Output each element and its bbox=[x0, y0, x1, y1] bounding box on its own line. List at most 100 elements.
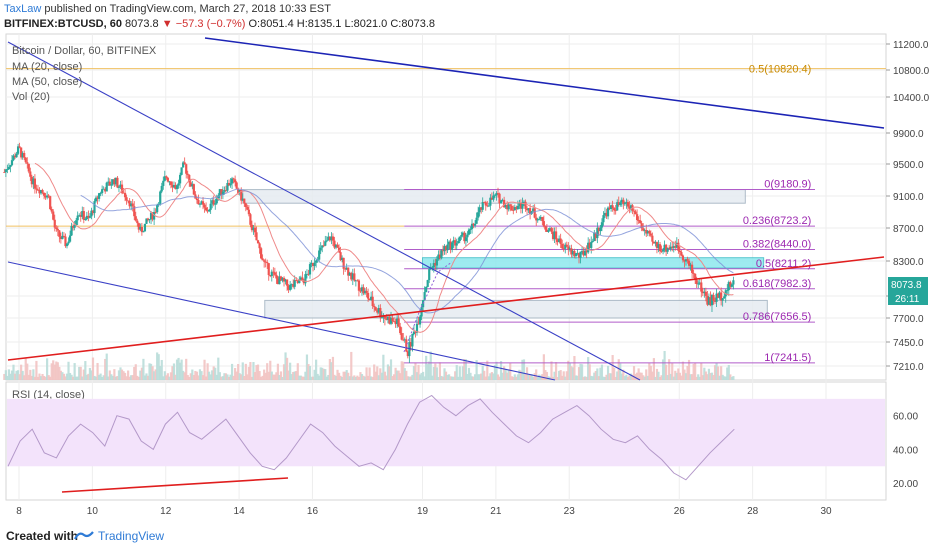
volume-bar bbox=[244, 363, 247, 380]
legend-rsi[interactable]: RSI (14, close) bbox=[12, 389, 85, 401]
candle-body bbox=[3, 172, 6, 173]
candle-body bbox=[44, 195, 47, 198]
rsi-trend-line[interactable] bbox=[61, 477, 289, 493]
candle-body bbox=[512, 210, 515, 212]
volume-bar bbox=[457, 376, 460, 380]
candle-body bbox=[344, 268, 347, 270]
candle-body bbox=[76, 215, 79, 221]
chart-canvas[interactable]: 0(9180.9) 0.236(8723.2) 0.382(8440.0) 0.5(8… bbox=[0, 0, 932, 522]
fib-label: 0.618(7982.3) bbox=[743, 278, 812, 290]
candle-body bbox=[406, 351, 409, 357]
candle-body bbox=[182, 162, 185, 168]
candle-body bbox=[625, 202, 628, 204]
candle-body bbox=[415, 323, 419, 333]
candle-body bbox=[194, 194, 197, 199]
rsi-axis[interactable]: 60.00 40.00 20.00 bbox=[893, 412, 918, 490]
timer-badge bbox=[888, 291, 928, 305]
candle-body bbox=[383, 316, 387, 319]
volume-bar bbox=[559, 370, 562, 380]
volume-bar bbox=[564, 376, 567, 380]
candle-body bbox=[284, 279, 287, 282]
volume-bar bbox=[316, 373, 319, 380]
candle-body bbox=[328, 236, 331, 241]
candle-body bbox=[402, 339, 405, 341]
trend-line-red[interactable] bbox=[7, 256, 885, 361]
volume-bar bbox=[298, 375, 301, 380]
volume-bar bbox=[396, 370, 399, 380]
candle-body bbox=[168, 181, 171, 183]
candle-body bbox=[405, 339, 408, 352]
volume-bar bbox=[136, 375, 139, 380]
volume-bar bbox=[46, 358, 49, 380]
volume-bars bbox=[3, 350, 735, 380]
volume-bar bbox=[422, 371, 425, 380]
candle-body bbox=[594, 232, 597, 239]
candle-body bbox=[209, 203, 212, 210]
candle-body bbox=[553, 231, 556, 240]
volume-bar bbox=[530, 374, 533, 380]
y-tick-label: 7700.0 bbox=[893, 314, 924, 325]
volume-bar bbox=[125, 376, 128, 380]
time-axis[interactable]: 8 10 12 14 16 19 21 23 26 28 30 bbox=[16, 506, 832, 517]
candle-body bbox=[444, 246, 448, 251]
volume-bar bbox=[588, 364, 591, 380]
volume-bar bbox=[269, 360, 272, 380]
candle-body bbox=[646, 231, 649, 234]
volume-bar bbox=[620, 373, 623, 380]
volume-bar bbox=[331, 356, 335, 380]
volume-bar bbox=[674, 370, 677, 380]
x-tick-label: 21 bbox=[490, 506, 502, 517]
price-axis[interactable]: 11200.0 10800.0 10400.0 9900.0 9500.0 9100.0 8… bbox=[886, 40, 930, 373]
volume-bar bbox=[661, 359, 665, 380]
volume-bar bbox=[359, 372, 362, 380]
candle-body bbox=[237, 188, 240, 194]
candle-body bbox=[451, 242, 454, 250]
volume-bar bbox=[127, 370, 130, 380]
candle-body bbox=[253, 227, 257, 233]
volume-bar bbox=[713, 365, 717, 380]
trend-line-descending[interactable] bbox=[7, 41, 641, 381]
trend-line-top[interactable] bbox=[204, 37, 885, 129]
candle-body bbox=[133, 206, 136, 217]
volume-bar bbox=[3, 373, 6, 380]
volume-bar bbox=[608, 373, 611, 380]
volume-bar bbox=[626, 376, 630, 380]
volume-bar bbox=[174, 374, 177, 380]
candle-body bbox=[675, 242, 678, 248]
volume-bar bbox=[544, 370, 547, 380]
legend-ma50[interactable]: MA (50, close) bbox=[12, 76, 82, 88]
volume-bar bbox=[229, 374, 232, 380]
candle-body bbox=[130, 203, 133, 207]
volume-bar bbox=[382, 354, 385, 380]
candle-body bbox=[310, 262, 313, 265]
volume-bar bbox=[475, 360, 478, 380]
volume-bar bbox=[536, 376, 539, 380]
volume-bar bbox=[603, 376, 607, 380]
volume-bar bbox=[623, 376, 626, 380]
volume-bar bbox=[347, 372, 350, 380]
volume-bar bbox=[423, 376, 426, 380]
legend-ma20[interactable]: MA (20, close) bbox=[12, 61, 82, 73]
volume-bar bbox=[619, 363, 622, 380]
volume-bar bbox=[227, 376, 231, 380]
volume-bar bbox=[153, 371, 156, 380]
legend-title: Bitcoin / Dollar, 60, BITFINEX bbox=[12, 45, 157, 57]
volume-bar bbox=[204, 376, 208, 380]
tradingview-brand-link[interactable]: TradingView bbox=[98, 529, 165, 543]
volume-bar bbox=[107, 376, 110, 380]
volume-bar bbox=[333, 374, 336, 380]
candle-body bbox=[256, 240, 260, 244]
legend-vol[interactable]: Vol (20) bbox=[12, 91, 50, 103]
volume-bar bbox=[665, 364, 668, 380]
candle-body bbox=[304, 274, 307, 284]
candle-body bbox=[661, 250, 665, 252]
candle-body bbox=[160, 185, 163, 192]
volume-bar bbox=[519, 370, 523, 380]
candle-body bbox=[727, 282, 730, 291]
candle-body bbox=[568, 248, 571, 250]
trend-line-lower[interactable] bbox=[7, 261, 556, 381]
author-link[interactable]: TaxLaw bbox=[4, 3, 42, 15]
volume-bar bbox=[622, 369, 625, 380]
volume-bar bbox=[211, 370, 214, 380]
candle-body bbox=[73, 225, 76, 228]
